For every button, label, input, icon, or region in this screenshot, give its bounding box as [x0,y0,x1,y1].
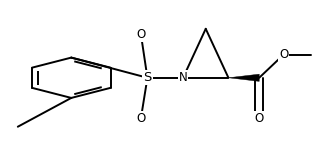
Text: O: O [136,28,145,41]
Text: N: N [179,71,188,84]
Text: O: O [279,48,288,61]
Text: S: S [143,71,152,84]
Text: O: O [136,112,145,125]
Text: O: O [255,112,264,125]
Polygon shape [228,74,259,81]
